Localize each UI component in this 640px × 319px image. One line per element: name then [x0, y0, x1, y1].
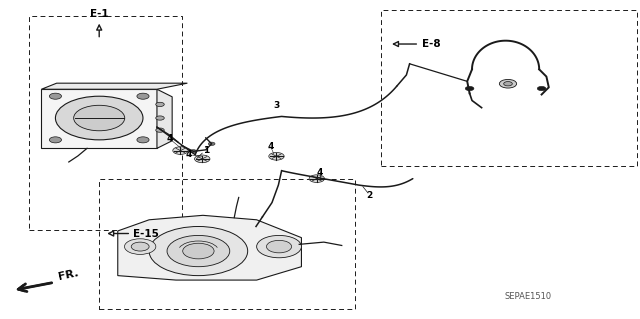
Text: 2: 2	[366, 191, 372, 200]
Circle shape	[257, 235, 301, 258]
Circle shape	[56, 96, 143, 140]
Circle shape	[137, 93, 149, 99]
Circle shape	[465, 86, 474, 91]
Text: 1: 1	[204, 146, 210, 155]
Circle shape	[538, 86, 546, 91]
Polygon shape	[118, 215, 301, 280]
Text: 4: 4	[186, 150, 192, 159]
Text: FR.: FR.	[58, 268, 80, 282]
Circle shape	[49, 137, 61, 143]
Circle shape	[173, 147, 188, 154]
Circle shape	[149, 226, 248, 276]
Circle shape	[309, 175, 324, 182]
Circle shape	[137, 137, 149, 143]
Text: 3: 3	[273, 101, 280, 110]
Circle shape	[156, 116, 164, 120]
Bar	[29, 16, 182, 230]
Circle shape	[183, 243, 214, 259]
Text: E-15: E-15	[133, 228, 159, 239]
Circle shape	[167, 235, 230, 267]
Text: SEPAE1510: SEPAE1510	[504, 293, 552, 301]
Circle shape	[156, 102, 164, 107]
Polygon shape	[42, 83, 188, 89]
Circle shape	[124, 239, 156, 255]
Circle shape	[499, 79, 516, 88]
Circle shape	[49, 93, 61, 99]
Circle shape	[74, 105, 125, 131]
Polygon shape	[42, 89, 157, 148]
Circle shape	[266, 240, 292, 253]
Text: 4: 4	[317, 168, 323, 177]
Circle shape	[504, 82, 513, 86]
Circle shape	[156, 128, 164, 132]
Polygon shape	[157, 89, 172, 148]
Circle shape	[209, 142, 215, 145]
Circle shape	[269, 152, 284, 160]
Circle shape	[190, 150, 196, 153]
Text: E-8: E-8	[422, 39, 441, 49]
Circle shape	[195, 155, 210, 163]
Bar	[99, 179, 355, 309]
Text: E-1: E-1	[90, 9, 109, 19]
Text: 4: 4	[268, 142, 274, 151]
Circle shape	[131, 242, 149, 251]
Bar	[381, 10, 637, 166]
Text: 4: 4	[166, 134, 173, 143]
